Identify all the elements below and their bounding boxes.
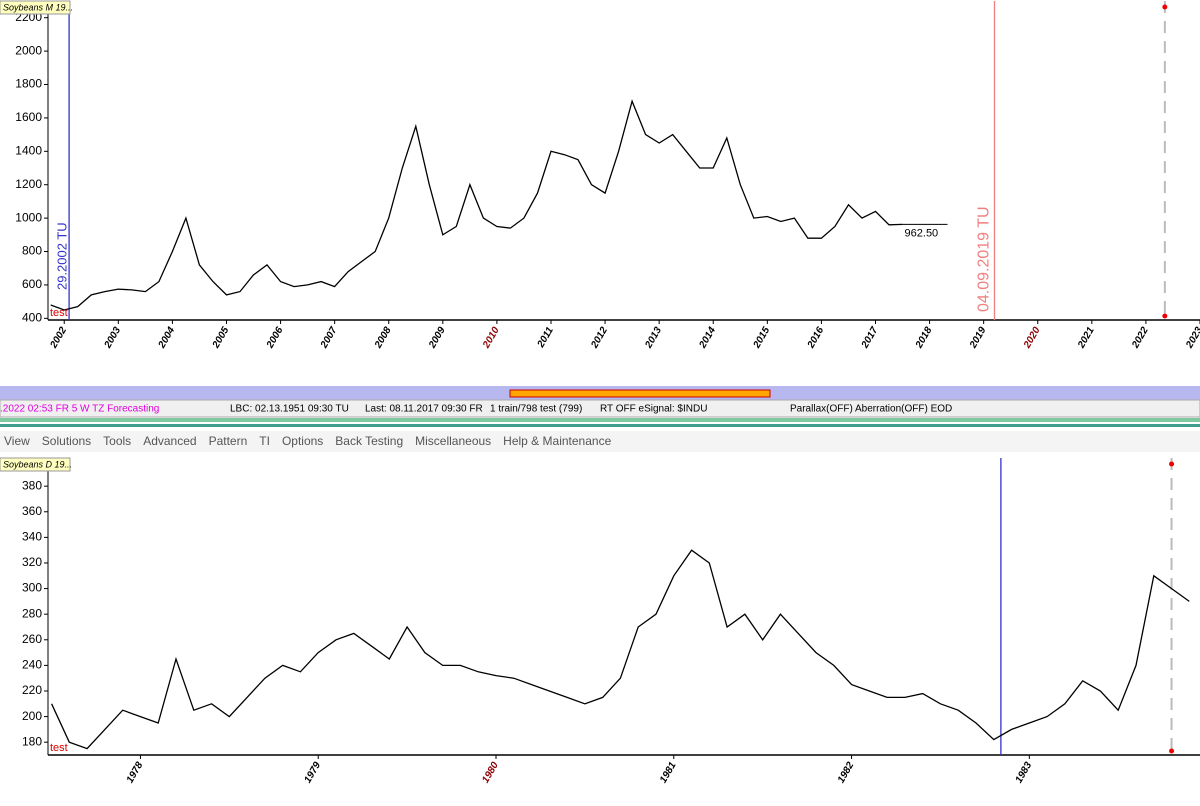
x-tick-label: 2011 <box>535 325 556 350</box>
chart-title: Soybeans M 19... <box>3 2 73 12</box>
x-tick-label: 1983 <box>1014 760 1035 785</box>
x-tick-label: 2016 <box>805 325 826 351</box>
last-price-label: 962.50 <box>905 227 939 239</box>
chart-tag: test <box>50 307 68 319</box>
x-tick-label: 2007 <box>318 325 339 351</box>
x-tick-label: 2017 <box>859 325 880 351</box>
price-line <box>51 549 1190 750</box>
x-tick-label: 2014 <box>697 325 718 351</box>
menu-item[interactable]: Solutions <box>42 434 91 448</box>
x-tick-label: 2023 <box>1184 325 1200 351</box>
y-tick-label: 1800 <box>15 77 42 91</box>
x-tick-label: 2019 <box>967 325 988 351</box>
chart-title-box <box>0 457 71 472</box>
x-tick-label: 2008 <box>372 325 393 351</box>
x-tick-label: 1979 <box>302 760 323 785</box>
menu-item[interactable]: Miscellaneous <box>415 434 491 448</box>
x-tick-label: 2006 <box>264 325 285 351</box>
marker-dot <box>1162 4 1168 10</box>
x-tick-label: 1981 <box>658 760 679 785</box>
marker-dot <box>1162 313 1168 319</box>
menu-item[interactable]: Tools <box>103 434 131 448</box>
status-item: Parallax(OFF) Aberration(OFF) EOD <box>790 404 952 415</box>
y-tick-label: 380 <box>22 478 42 492</box>
menu-item[interactable]: TI <box>259 434 270 448</box>
chart-tag: test <box>50 742 68 754</box>
x-tick-label: 2021 <box>1076 325 1097 351</box>
x-tick-label: 2002 <box>48 325 69 351</box>
y-tick-label: 400 <box>22 311 42 325</box>
x-tick-label: 2022 <box>1130 325 1151 351</box>
x-tick-label: 2010 <box>481 325 502 351</box>
y-tick-label: 1000 <box>15 210 42 224</box>
status-item: Last: 08.11.2017 09:30 FR <box>365 404 483 415</box>
y-tick-label: 360 <box>22 504 42 518</box>
menu-item[interactable]: Pattern <box>209 434 248 448</box>
chart-title-box <box>0 0 71 15</box>
x-tick-label: 2018 <box>913 325 934 351</box>
menu-item[interactable]: Advanced <box>143 434 196 448</box>
menu-item[interactable]: Options <box>282 434 323 448</box>
x-tick-label: 2005 <box>210 325 231 351</box>
menu-item[interactable]: Back Testing <box>335 434 403 448</box>
x-tick-label: 2012 <box>589 325 610 351</box>
status-item: RT OFF eSignal: $INDU <box>600 404 707 415</box>
x-tick-label: 2013 <box>643 325 664 351</box>
y-tick-label: 320 <box>22 555 42 569</box>
y-tick-label: 2000 <box>15 43 42 57</box>
y-tick-label: 340 <box>22 530 42 544</box>
y-tick-label: 1600 <box>15 110 42 124</box>
x-tick-label: 2015 <box>751 325 772 351</box>
y-tick-label: 180 <box>22 734 42 748</box>
status-item: LBC: 02.13.1951 09:30 TU <box>230 404 349 415</box>
marker-label: 29.2002 TU <box>55 222 70 290</box>
menu-item[interactable]: Help & Maintenance <box>503 434 611 448</box>
y-tick-label: 220 <box>22 683 42 697</box>
y-tick-label: 600 <box>22 277 42 291</box>
x-tick-label: 1980 <box>480 760 501 785</box>
chart-title: Soybeans D 19... <box>3 459 72 469</box>
scroll-thumb[interactable] <box>509 389 771 398</box>
marker-label: 04.09.2019 TU <box>976 206 993 312</box>
separator <box>0 418 1200 422</box>
y-tick-label: 280 <box>22 606 42 620</box>
x-tick-label: 2009 <box>427 325 448 351</box>
status-item: 1 train/798 test (799) <box>490 404 582 415</box>
y-tick-label: 200 <box>22 709 42 723</box>
menu-bar <box>0 431 1200 452</box>
price-line <box>50 99 903 311</box>
y-tick-label: 240 <box>22 658 42 672</box>
status-bar <box>0 399 1200 418</box>
x-tick-label: 2003 <box>102 325 123 351</box>
y-tick-label: 1200 <box>15 177 42 191</box>
x-tick-label: 2004 <box>156 325 177 351</box>
x-tick-label: 2020 <box>1021 325 1042 351</box>
menu-item[interactable]: View <box>4 434 30 448</box>
marker-dot <box>1169 748 1175 754</box>
y-tick-label: 300 <box>22 581 42 595</box>
y-tick-label: 800 <box>22 244 42 258</box>
status-item: .2022 02:53 FR 5 W TZ Forecasting <box>0 404 159 415</box>
y-tick-label: 260 <box>22 632 42 646</box>
x-tick-label: 1978 <box>125 760 146 785</box>
x-tick-label: 1982 <box>836 760 857 785</box>
marker-dot <box>1169 461 1175 467</box>
separator <box>0 424 1200 427</box>
y-tick-label: 1400 <box>15 143 42 157</box>
